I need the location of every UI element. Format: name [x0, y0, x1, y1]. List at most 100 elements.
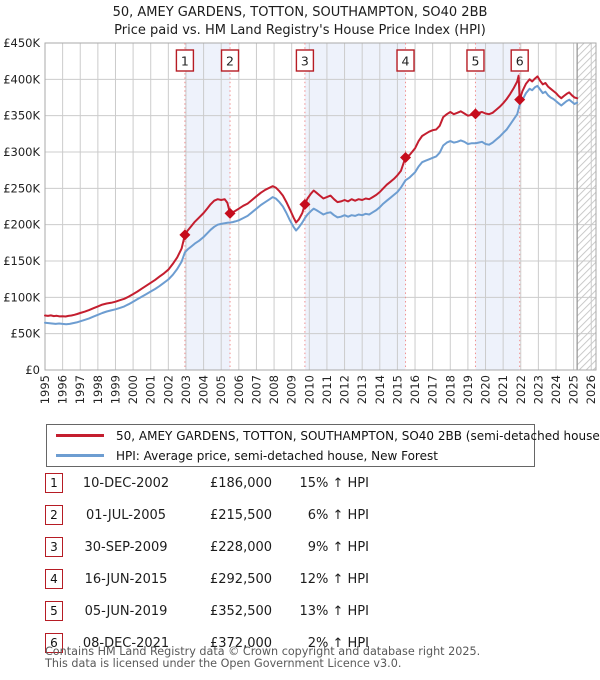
- sale-price: £186,000: [209, 475, 273, 491]
- sale-date: 16-JUN-2015: [84, 571, 168, 587]
- svg-text:2025: 2025: [567, 375, 581, 404]
- sale-row-5: 5 05-JUN-2019 £352,500 13% ↑ HPI: [45, 595, 445, 627]
- sale-number-badge: 1: [45, 473, 63, 493]
- svg-text:£150K: £150K: [3, 254, 40, 268]
- sale-row-6: 6 08-DEC-2021 £372,000 2% ↑ HPI: [45, 627, 445, 659]
- svg-text:1997: 1997: [73, 375, 87, 404]
- svg-text:3: 3: [301, 54, 309, 69]
- legend-entry-hpi: HPI: Average price, semi-detached house,…: [47, 446, 534, 466]
- svg-text:£300K: £300K: [3, 145, 40, 159]
- svg-text:£400K: £400K: [3, 72, 40, 86]
- svg-text:2018: 2018: [443, 375, 457, 404]
- svg-text:2012: 2012: [338, 375, 352, 404]
- ownership-period-bands: [184, 43, 520, 370]
- sale-number-badge: 6: [45, 633, 63, 653]
- legend-label-price-paid: 50, AMEY GARDENS, TOTTON, SOUTHAMPTON, S…: [116, 428, 600, 443]
- x-axis-labels: 1995 1996 1997 1998 1999 2000 2001 2002 2003 2004…: [38, 375, 598, 404]
- price-paid-line: [44, 74, 579, 318]
- sale-hpi-change: 15% ↑ HPI: [299, 475, 369, 491]
- svg-text:£100K: £100K: [3, 290, 40, 304]
- svg-text:2005: 2005: [214, 375, 228, 404]
- sale-price: £352,500: [209, 603, 273, 619]
- plot-border: [44, 42, 597, 371]
- svg-text:2: 2: [226, 54, 234, 69]
- svg-text:2024: 2024: [549, 375, 563, 404]
- svg-text:6: 6: [516, 54, 524, 69]
- sale-number-badge: 4: [45, 569, 63, 589]
- sale-hpi-change: 13% ↑ HPI: [299, 603, 369, 619]
- svg-text:2016: 2016: [408, 375, 422, 404]
- sale-diamond: [299, 198, 311, 210]
- svg-text:1: 1: [181, 54, 189, 69]
- svg-text:2021: 2021: [496, 375, 510, 404]
- svg-text:2013: 2013: [355, 375, 369, 404]
- svg-text:£350K: £350K: [3, 109, 40, 123]
- sale-hpi-change: 12% ↑ HPI: [299, 571, 369, 587]
- sale-hpi-change: 2% ↑ HPI: [307, 635, 369, 651]
- hpi-line: [44, 84, 579, 326]
- sale-diamond: [179, 229, 191, 241]
- legend-label-hpi: HPI: Average price, semi-detached house,…: [116, 448, 438, 463]
- svg-text:2026: 2026: [584, 375, 598, 404]
- sale-markers: [179, 94, 526, 241]
- svg-text:4: 4: [402, 54, 410, 69]
- svg-text:£200K: £200K: [3, 218, 40, 232]
- svg-text:2015: 2015: [390, 375, 404, 404]
- sale-hpi-change: 9% ↑ HPI: [307, 539, 369, 555]
- price-history-chart: 1 2 3 4 5 6 £0 £50K £100K £150K £200K £250K £300K £35…: [3, 36, 598, 404]
- sale-number-badge: 5: [45, 601, 63, 621]
- sale-date: 08-DEC-2021: [82, 635, 170, 651]
- svg-text:2008: 2008: [267, 375, 281, 404]
- svg-text:2017: 2017: [426, 375, 440, 404]
- sales-table: 1 10-DEC-2002 £186,000 15% ↑ HPI 2 01-JU…: [45, 467, 445, 659]
- svg-text:2019: 2019: [461, 375, 475, 404]
- license-footer: Contains HM Land Registry data © Crown c…: [45, 646, 480, 669]
- svg-text:£450K: £450K: [3, 36, 40, 50]
- svg-text:2022: 2022: [514, 375, 528, 404]
- hpi-line-swatch: [56, 454, 104, 457]
- sale-row-4: 4 16-JUN-2015 £292,500 12% ↑ HPI: [45, 563, 445, 595]
- price-paid-line-swatch: [56, 434, 104, 437]
- svg-text:1996: 1996: [56, 375, 70, 404]
- sale-number-flags: 1 2 3 4 5 6: [175, 49, 529, 72]
- svg-text:1995: 1995: [38, 375, 52, 404]
- svg-text:2002: 2002: [161, 375, 175, 404]
- sale-row-1: 1 10-DEC-2002 £186,000 15% ↑ HPI: [45, 467, 445, 499]
- svg-text:£50K: £50K: [11, 327, 41, 341]
- sale-diamond: [514, 94, 526, 106]
- svg-text:1998: 1998: [91, 375, 105, 404]
- svg-text:1999: 1999: [108, 375, 122, 404]
- svg-text:2007: 2007: [249, 375, 263, 404]
- sale-date: 01-JUL-2005: [85, 507, 167, 523]
- sale-number-badge: 2: [45, 505, 63, 525]
- svg-text:2011: 2011: [320, 375, 334, 404]
- sale-diamond: [400, 151, 412, 163]
- svg-text:5: 5: [471, 54, 479, 69]
- footer-line-2: This data is licensed under the Open Gov…: [45, 656, 402, 670]
- sale-date: 05-JUN-2019: [84, 603, 168, 619]
- svg-text:2010: 2010: [302, 375, 316, 404]
- sale-date: 10-DEC-2002: [82, 475, 170, 491]
- svg-text:£0: £0: [25, 363, 40, 377]
- sale-price: £372,000: [209, 635, 273, 651]
- svg-text:2003: 2003: [179, 375, 193, 404]
- sale-price: £292,500: [209, 571, 273, 587]
- chart-legend: 50, AMEY GARDENS, TOTTON, SOUTHAMPTON, S…: [46, 424, 600, 467]
- sale-number-badge: 3: [45, 537, 63, 557]
- page-title: 50, AMEY GARDENS, TOTTON, SOUTHAMPTON, S…: [112, 5, 488, 20]
- sale-diamond: [469, 108, 481, 120]
- footer-line-1: Contains HM Land Registry data © Crown c…: [45, 645, 481, 658]
- sale-row-2: 2 01-JUL-2005 £215,500 6% ↑ HPI: [45, 499, 445, 531]
- sale-price: £228,000: [209, 539, 273, 555]
- svg-text:2004: 2004: [197, 375, 211, 404]
- sale-diamond: [224, 207, 236, 219]
- legend-entry-price-paid: 50, AMEY GARDENS, TOTTON, SOUTHAMPTON, S…: [47, 426, 600, 446]
- svg-text:£250K: £250K: [3, 181, 40, 195]
- sale-hpi-change: 6% ↑ HPI: [307, 507, 369, 523]
- svg-text:2006: 2006: [232, 375, 246, 404]
- page-subtitle: Price paid vs. HM Land Registry's House …: [114, 23, 486, 38]
- svg-text:2020: 2020: [479, 375, 493, 404]
- svg-text:2000: 2000: [126, 375, 140, 404]
- sale-price: £215,500: [209, 507, 273, 523]
